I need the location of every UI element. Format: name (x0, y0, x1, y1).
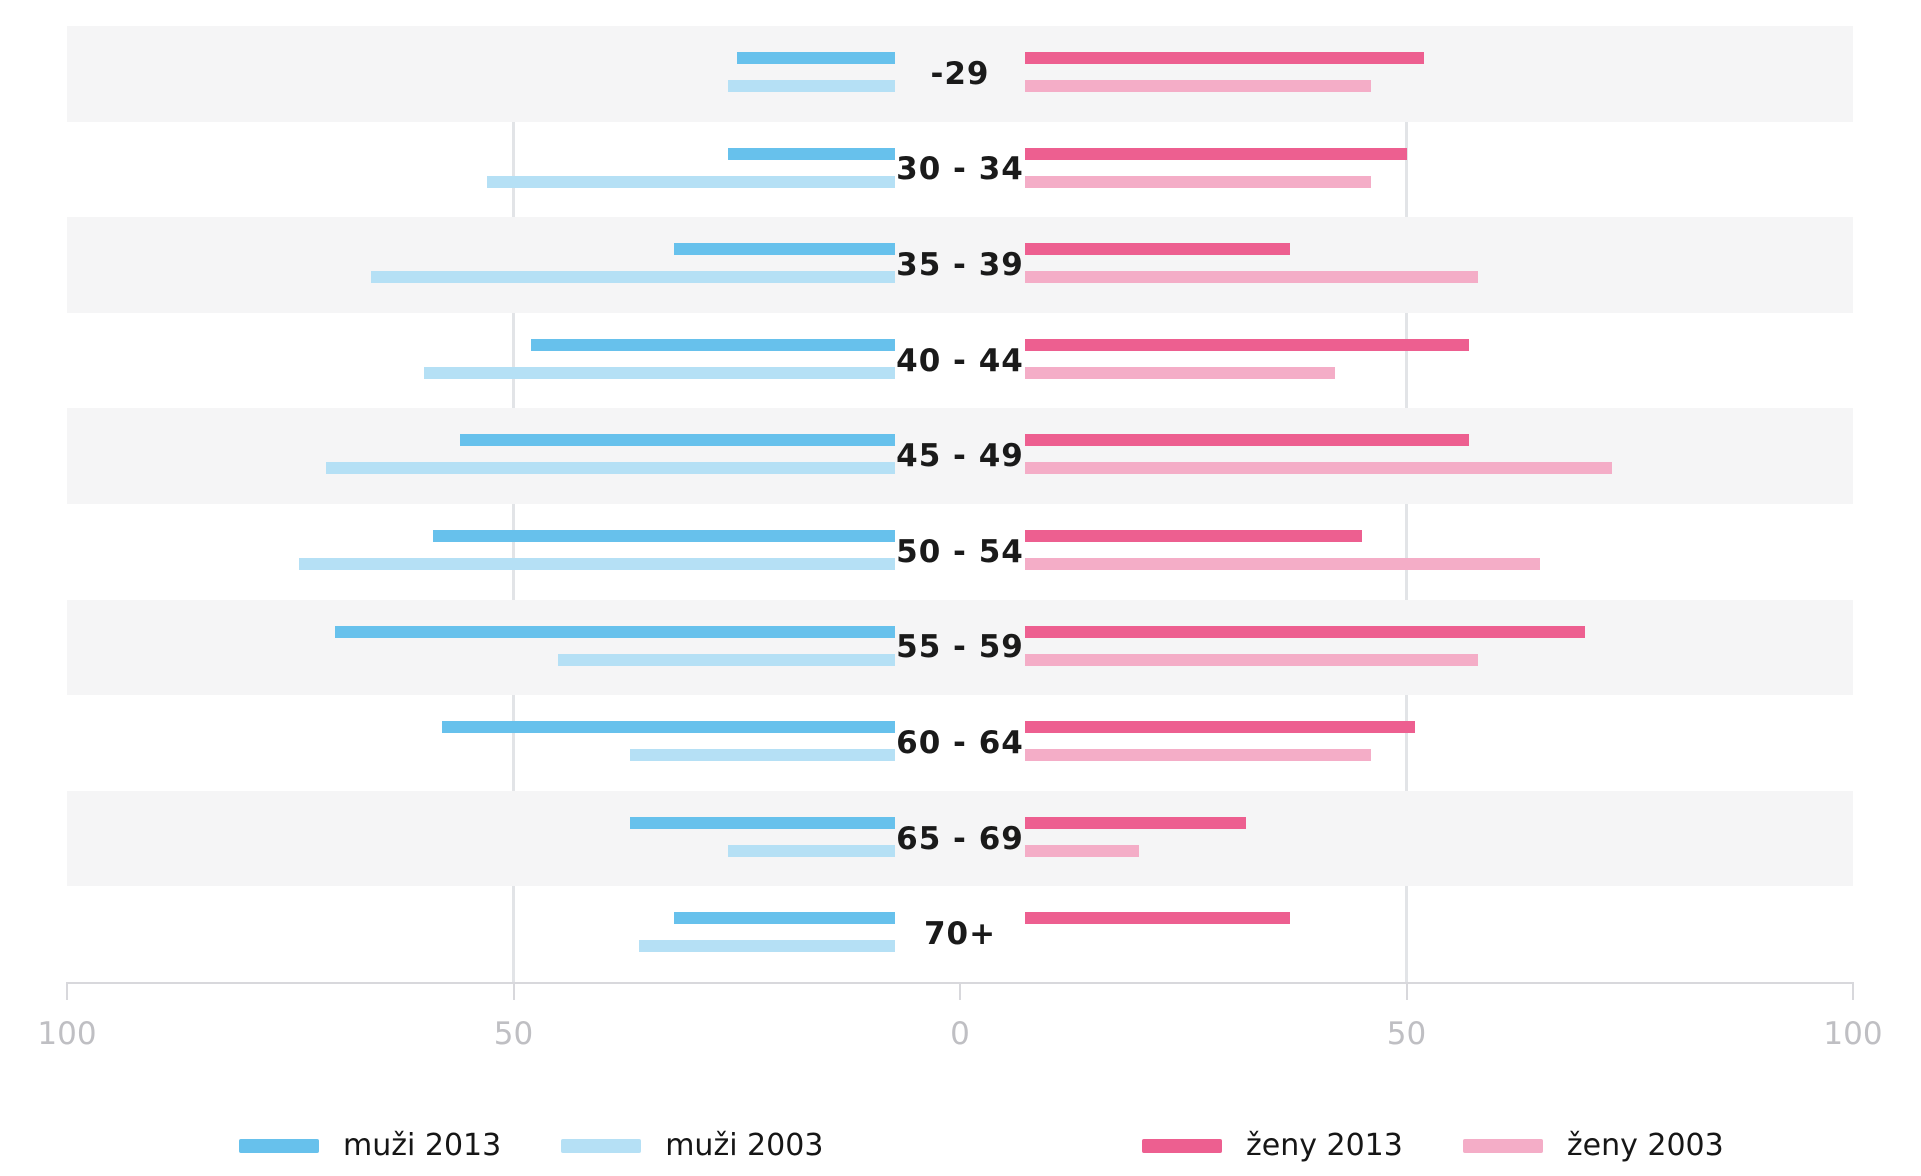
legend-swatch (1142, 1138, 1222, 1153)
bar-muži-2013 (629, 816, 960, 829)
age-label: 30 - 34 (896, 151, 1024, 188)
age-label-box: 65 - 69 (895, 790, 1025, 887)
bar-ženy-2013 (960, 243, 1291, 256)
age-label: 60 - 64 (896, 724, 1024, 761)
bar-ženy-2003 (960, 175, 1371, 188)
age-label: 40 - 44 (896, 342, 1024, 379)
legend-item: ženy 2003 (1462, 1128, 1724, 1163)
tick-label: 50 (493, 1016, 534, 1052)
bar-ženy-2003 (960, 558, 1541, 570)
bar-ženy-2003 (960, 749, 1371, 762)
age-label-box: 35 - 39 (895, 217, 1025, 313)
age-label: 55 - 59 (896, 629, 1024, 666)
gridline (512, 26, 515, 982)
tick-mark (1405, 982, 1408, 1000)
age-row: 40 - 44 (67, 312, 1853, 409)
tick-label: 100 (37, 1016, 97, 1052)
tick-mark (512, 982, 515, 1000)
bar-muži-2013 (442, 721, 960, 734)
age-row: 65 - 69 (67, 790, 1853, 887)
bar-ženy-2003 (960, 271, 1478, 284)
legend-label: ženy 2013 (1246, 1128, 1403, 1163)
tick-mark (1852, 982, 1854, 1000)
bar-ženy-2013 (960, 721, 1416, 734)
bar-ženy-2013 (960, 338, 1469, 351)
bar-muži-2013 (674, 243, 960, 256)
age-row: 30 - 34 (67, 121, 1853, 218)
legend-item: muži 2013 (239, 1128, 501, 1163)
legend-item: ženy 2013 (1142, 1128, 1403, 1163)
bar-ženy-2013 (960, 147, 1407, 160)
axis-line (67, 982, 1853, 984)
age-label: -29 (930, 55, 990, 92)
bar-ženy-2013 (960, 434, 1469, 447)
age-label-box: 60 - 64 (895, 695, 1025, 791)
bar-muži-2003 (486, 175, 960, 188)
age-row: 45 - 49 (67, 408, 1853, 504)
tick-label: 100 (1823, 1016, 1883, 1052)
bar-ženy-2003 (960, 462, 1612, 475)
age-label: 65 - 69 (896, 820, 1024, 857)
age-label-box: 30 - 34 (895, 121, 1025, 218)
legend-left: muži 2013 muži 2003 (239, 1128, 823, 1163)
tick-label: 0 (950, 1016, 970, 1052)
legend-label: muži 2013 (343, 1128, 502, 1163)
age-row: 55 - 59 (67, 599, 1853, 696)
age-row: 60 - 64 (67, 695, 1853, 791)
bar-ženy-2013 (960, 816, 1246, 829)
age-row: 50 - 54 (67, 504, 1853, 600)
age-label-box: 40 - 44 (895, 312, 1025, 409)
bar-ženy-2013 (960, 625, 1586, 638)
plot-area: -29 30 - 34 35 - 39 40 - 44 45 - 49 50 - 54 55… (67, 26, 1853, 982)
age-row: -29 (67, 26, 1853, 122)
gridline (1405, 26, 1408, 982)
bar-ženy-2013 (960, 52, 1425, 64)
bar-ženy-2013 (960, 912, 1291, 925)
bar-muži-2003 (370, 271, 960, 284)
bar-muži-2013 (674, 912, 960, 925)
age-label-box: 45 - 49 (895, 408, 1025, 504)
legend-swatch (561, 1138, 642, 1153)
age-label: 50 - 54 (896, 533, 1024, 570)
tick-label: 50 (1386, 1016, 1427, 1052)
legend-label: ženy 2003 (1566, 1128, 1724, 1163)
age-label-box: -29 (895, 26, 1025, 122)
legend-swatch (1462, 1138, 1543, 1153)
bar-muži-2003 (325, 462, 960, 475)
age-label-box: 55 - 59 (895, 599, 1025, 696)
bar-ženy-2003 (960, 80, 1371, 92)
age-row: 70+ (67, 886, 1853, 982)
legend-item: muži 2003 (561, 1128, 823, 1163)
tick-mark (959, 982, 961, 1000)
age-label: 70+ (923, 916, 997, 953)
age-label-box: 70+ (895, 886, 1025, 982)
bar-muži-2013 (459, 434, 960, 447)
bar-muži-2013 (433, 530, 960, 542)
age-label: 35 - 39 (896, 246, 1024, 283)
bar-muži-2003 (299, 558, 960, 570)
bar-muži-2013 (531, 338, 960, 351)
bar-ženy-2003 (960, 366, 1336, 379)
age-label: 45 - 49 (896, 438, 1024, 475)
bar-muži-2013 (334, 625, 960, 638)
age-label-box: 50 - 54 (895, 504, 1025, 600)
bar-muži-2003 (638, 940, 960, 953)
legend-swatch (239, 1138, 319, 1153)
bar-ženy-2003 (960, 653, 1478, 666)
legend-label: muži 2003 (665, 1128, 824, 1163)
age-row: 35 - 39 (67, 217, 1853, 313)
legend-right: ženy 2013 ženy 2003 (1142, 1128, 1724, 1163)
bar-muži-2003 (558, 653, 960, 666)
bar-muži-2003 (424, 366, 960, 379)
bar-muži-2003 (629, 749, 960, 762)
tick-mark (66, 982, 68, 1000)
bar-ženy-2013 (960, 530, 1362, 542)
